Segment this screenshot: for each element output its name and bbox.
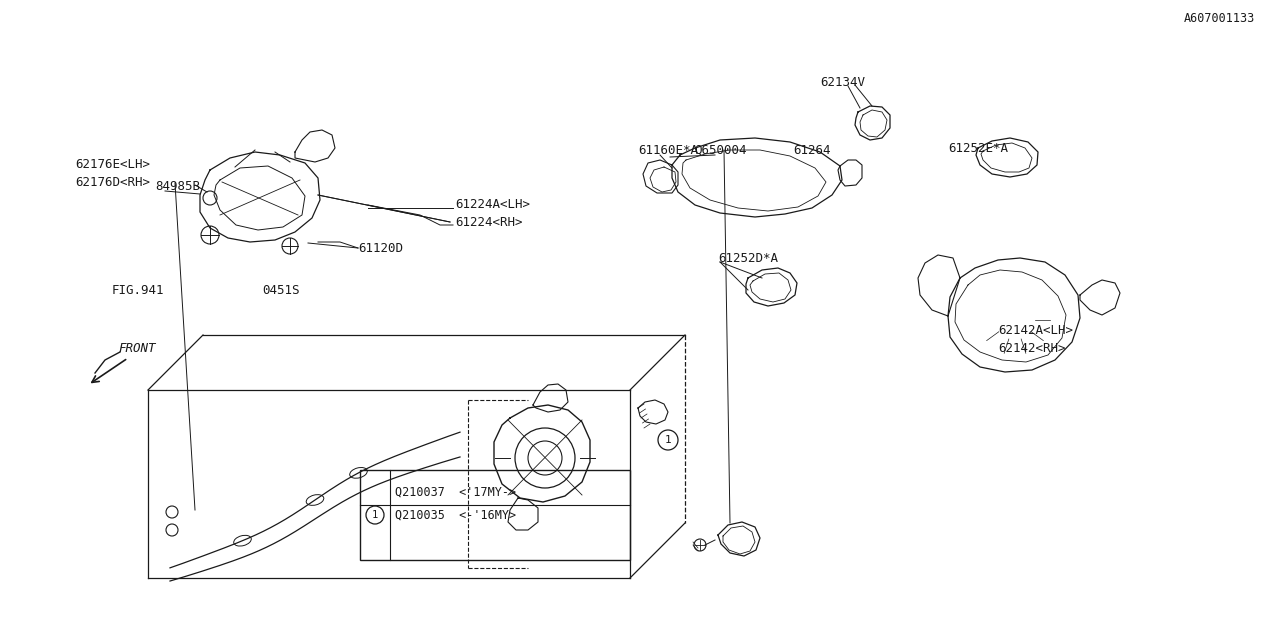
Text: 1: 1 [372, 510, 378, 520]
Text: 61264: 61264 [794, 143, 831, 157]
Text: Q210037  <'17MY->: Q210037 <'17MY-> [396, 486, 516, 499]
Text: 62142A<LH>: 62142A<LH> [998, 323, 1073, 337]
Text: 62176D<RH>: 62176D<RH> [76, 177, 150, 189]
Text: 61252D*A: 61252D*A [718, 252, 778, 264]
Bar [360, 470, 630, 560]
Text: 0451S: 0451S [262, 284, 300, 296]
Text: 61224<RH>: 61224<RH> [454, 216, 522, 228]
Text: 62176E<LH>: 62176E<LH> [76, 159, 150, 172]
Text: Q650004: Q650004 [694, 143, 746, 157]
Text: 61120D: 61120D [358, 241, 403, 255]
Text: 61252E*A: 61252E*A [948, 141, 1009, 154]
Text: 62134V: 62134V [820, 76, 865, 88]
Text: 1: 1 [664, 435, 672, 445]
Text: 61224A<LH>: 61224A<LH> [454, 198, 530, 211]
Text: 84985B: 84985B [155, 180, 200, 193]
Text: Q210035  <-'16MY>: Q210035 <-'16MY> [396, 509, 516, 522]
Text: FIG.941: FIG.941 [113, 284, 165, 296]
Text: A607001133: A607001133 [1184, 12, 1254, 24]
Text: 62142<RH>: 62142<RH> [998, 342, 1065, 355]
Text: 61160E*A: 61160E*A [637, 143, 698, 157]
Text: FRONT: FRONT [118, 342, 155, 355]
